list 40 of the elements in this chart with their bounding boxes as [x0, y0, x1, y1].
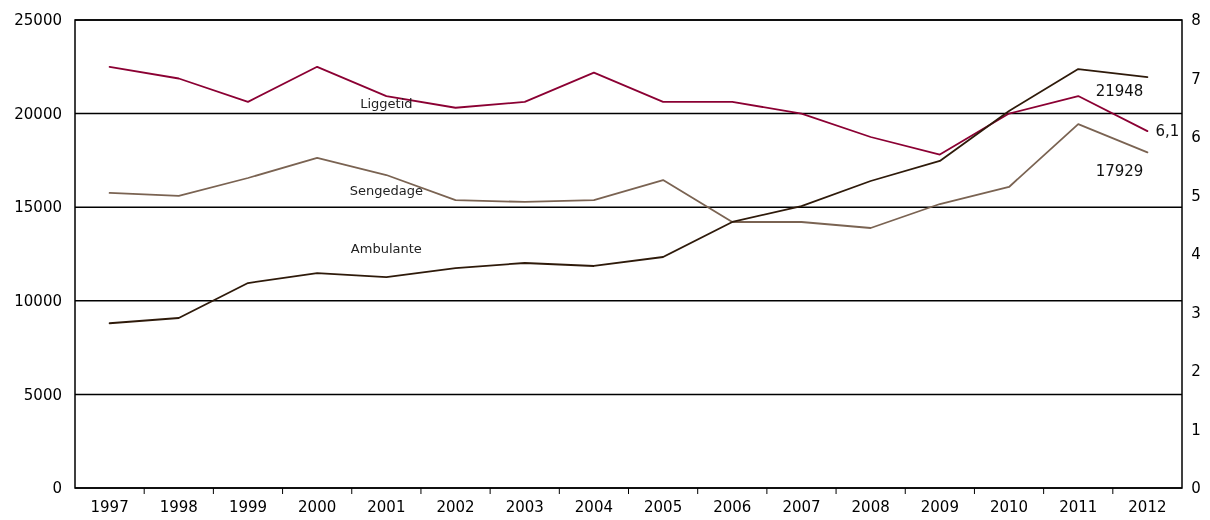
y-tick-label: 5000: [23, 385, 62, 404]
x-tick-label: 2002: [436, 498, 475, 516]
data-label: 17929: [1095, 161, 1144, 180]
x-tick-label: 2010: [989, 498, 1029, 516]
x-tick-label: 2001: [367, 498, 406, 516]
x-tick-label: 2009: [920, 498, 959, 516]
y-tick-label: 25000: [14, 11, 62, 30]
y-tick-label: 10000: [14, 292, 62, 311]
x-tick-label: 2003: [505, 498, 544, 516]
y2-tick-label: 1: [1191, 420, 1201, 439]
x-tick-label: 2006: [713, 498, 752, 516]
series-label: Ambulante: [350, 241, 422, 257]
x-tick-label: 2004: [574, 498, 613, 516]
y-tick-label: 0: [52, 479, 62, 498]
x-tick-label: 1997: [90, 498, 129, 516]
line-series: [108, 68, 1149, 325]
x-tick-label: 2012: [1128, 498, 1167, 516]
x-tick-label: 1999: [228, 498, 268, 516]
x-tick-label: 2008: [851, 498, 890, 516]
y2-tick-label: 4: [1191, 245, 1201, 264]
line-series: [108, 123, 1149, 229]
line-series: [108, 65, 1149, 156]
y2-tick-label: 0: [1191, 479, 1201, 498]
y2-tick-label: 7: [1191, 69, 1201, 88]
y2-tick-label: 3: [1191, 303, 1201, 322]
y-tick-label: 20000: [14, 104, 62, 123]
y2-tick-label: 2: [1191, 362, 1201, 381]
series-label: Liggetid: [360, 96, 413, 112]
series-label: Sengedage: [349, 183, 423, 198]
x-tick-label: 2005: [644, 498, 683, 516]
data-label: 21948: [1095, 82, 1144, 101]
x-tick-label: 2007: [782, 498, 821, 516]
x-tick-label: 2000: [298, 498, 337, 516]
x-tick-label: 2011: [1059, 498, 1098, 516]
y-tick-label: 15000: [14, 198, 62, 217]
y2-tick-label: 6: [1191, 128, 1201, 147]
y2-tick-label: 8: [1191, 11, 1201, 30]
x-tick-label: 1998: [159, 498, 198, 516]
data-label: 6,1: [1155, 122, 1180, 141]
y2-tick-label: 5: [1191, 186, 1201, 205]
